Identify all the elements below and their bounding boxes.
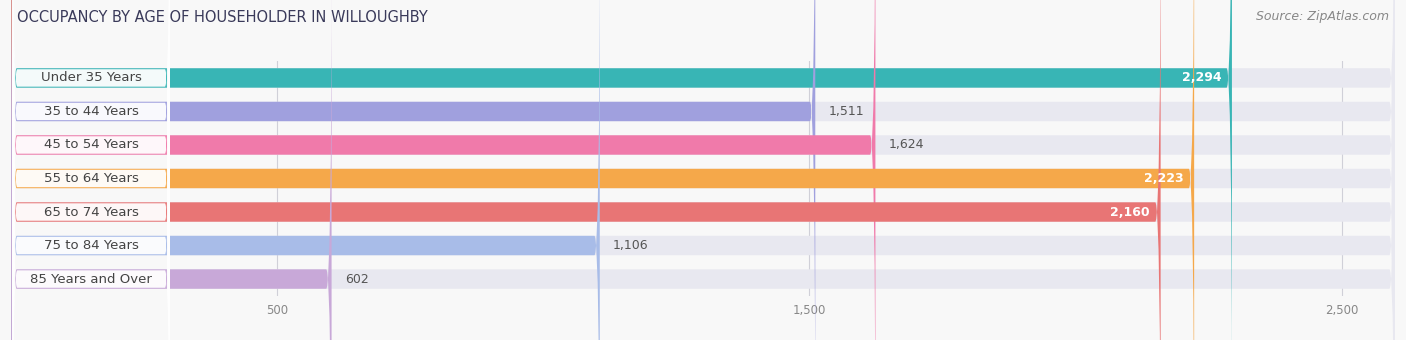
Text: Source: ZipAtlas.com: Source: ZipAtlas.com <box>1256 10 1389 23</box>
FancyBboxPatch shape <box>11 0 1395 340</box>
FancyBboxPatch shape <box>13 0 170 340</box>
Text: 2,160: 2,160 <box>1111 205 1150 219</box>
Text: 602: 602 <box>344 273 368 286</box>
FancyBboxPatch shape <box>11 0 332 340</box>
Text: 45 to 54 Years: 45 to 54 Years <box>44 138 139 152</box>
FancyBboxPatch shape <box>11 0 876 340</box>
FancyBboxPatch shape <box>11 0 1395 340</box>
FancyBboxPatch shape <box>13 0 170 340</box>
FancyBboxPatch shape <box>13 0 170 340</box>
FancyBboxPatch shape <box>13 0 170 340</box>
FancyBboxPatch shape <box>11 0 1160 340</box>
Text: 2,223: 2,223 <box>1144 172 1184 185</box>
Text: Under 35 Years: Under 35 Years <box>41 71 142 84</box>
Text: 1,106: 1,106 <box>613 239 648 252</box>
Text: 75 to 84 Years: 75 to 84 Years <box>44 239 139 252</box>
FancyBboxPatch shape <box>11 0 600 340</box>
FancyBboxPatch shape <box>11 0 1395 340</box>
FancyBboxPatch shape <box>11 0 1395 340</box>
FancyBboxPatch shape <box>11 0 1395 340</box>
FancyBboxPatch shape <box>11 0 1395 340</box>
FancyBboxPatch shape <box>11 0 1232 340</box>
FancyBboxPatch shape <box>11 0 1395 340</box>
FancyBboxPatch shape <box>13 0 170 340</box>
Text: 85 Years and Over: 85 Years and Over <box>30 273 152 286</box>
Text: 1,511: 1,511 <box>828 105 865 118</box>
Text: 65 to 74 Years: 65 to 74 Years <box>44 205 139 219</box>
FancyBboxPatch shape <box>11 0 815 340</box>
Text: 35 to 44 Years: 35 to 44 Years <box>44 105 139 118</box>
Text: 55 to 64 Years: 55 to 64 Years <box>44 172 139 185</box>
Text: OCCUPANCY BY AGE OF HOUSEHOLDER IN WILLOUGHBY: OCCUPANCY BY AGE OF HOUSEHOLDER IN WILLO… <box>17 10 427 25</box>
FancyBboxPatch shape <box>11 0 1194 340</box>
FancyBboxPatch shape <box>13 0 170 340</box>
FancyBboxPatch shape <box>13 0 170 340</box>
Text: 1,624: 1,624 <box>889 138 924 152</box>
Text: 2,294: 2,294 <box>1181 71 1222 84</box>
